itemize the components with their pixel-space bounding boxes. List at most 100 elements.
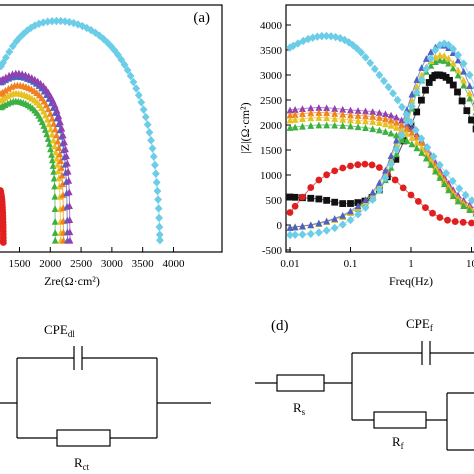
panel-b-data-point: [307, 184, 315, 191]
panel-b-data-point: [291, 106, 299, 113]
panel-b-data-point: [387, 121, 395, 129]
panel-a-data-point: [12, 37, 21, 46]
panel-b-data-point: [436, 56, 444, 64]
panel-a-x-ticks: 1500 2000 2500 3000 3500 4000: [8, 247, 185, 270]
panel-b-data-point: [286, 124, 294, 131]
panel-a-data-point: [66, 202, 73, 210]
panel-b-data-point: [331, 121, 339, 129]
panel-b-data-point: [454, 88, 461, 96]
panel-b-y-tick-label: 500: [266, 195, 283, 207]
panel-a-data-point: [56, 182, 63, 190]
panel-b-data-point: [418, 149, 426, 156]
panel-b-data-point: [466, 89, 474, 97]
panel-b-data-point: [413, 144, 421, 152]
panel-a-data-point: [47, 125, 55, 133]
panel-a-data-point: [8, 41, 17, 51]
panel-b-data-point: [460, 81, 468, 89]
panel-a-data-point: [65, 17, 74, 27]
panel-b-data-point: [362, 117, 369, 125]
panel-b-series-line: [289, 42, 474, 236]
panel-a-data-point: [55, 174, 63, 182]
panel-b-series: [286, 31, 474, 240]
panel-a-data-point: [59, 131, 67, 139]
panel-b-data-point: [339, 110, 347, 118]
panel-b-data-point: [362, 107, 369, 115]
panel-d-circuit: [255, 341, 474, 451]
panel-a-data-point: [155, 230, 164, 239]
panel-a-data-point: [59, 180, 66, 188]
panel-a-series-markers: [0, 16, 164, 245]
panel-b-data-point: [398, 121, 406, 129]
panel-b-data-point: [382, 120, 389, 128]
panel-b-data-point: [387, 152, 395, 159]
panel-b-data-point: [454, 71, 462, 79]
panel-b-data-point: [286, 111, 294, 119]
panel-b-data-point: [444, 40, 453, 50]
panel-b-y-tick-label: -500: [262, 245, 283, 257]
panel-a-data-point: [50, 119, 58, 127]
panel-b-data-point: [306, 229, 315, 239]
panel-b-data-point: [442, 168, 451, 178]
panel-a-data-point: [148, 144, 157, 153]
panel-a-data-point: [45, 88, 52, 96]
panel-a-data-point: [62, 145, 69, 153]
panel-b-data-point: [449, 81, 457, 89]
panel-b-data-point: [375, 179, 383, 186]
panel-b-data-point: [392, 136, 400, 144]
panel-a-x-tick-label: 1500: [8, 258, 31, 270]
panel-b-data-point: [307, 109, 315, 117]
panel-b-data-point: [451, 218, 459, 225]
panel-b-data-point: [422, 154, 430, 162]
panel-a-data-point: [51, 125, 59, 133]
panel-b-data-point: [380, 76, 388, 86]
panel-b-data-point: [339, 200, 347, 207]
panel-b-data-point: [408, 134, 416, 141]
panel-b-data-point: [369, 113, 377, 120]
panel-a-data-point: [152, 178, 161, 187]
panel-b-data-point: [392, 131, 400, 139]
panel-b-data-point: [286, 106, 294, 114]
panel-a-data-point: [65, 176, 73, 184]
panel-b-data-point: [411, 125, 420, 135]
panel-b-data-point: [412, 88, 421, 97]
panel-b-data-point: [459, 59, 468, 68]
panel-b-data-point: [408, 90, 416, 98]
panel-a-data-point: [54, 160, 62, 168]
panel-b-data-point: [461, 190, 470, 200]
panel-a-data-point: [132, 84, 141, 93]
panel-b-data-point: [445, 59, 453, 67]
panel-b-data-point: [454, 56, 462, 64]
panel-b-data-point: [392, 123, 400, 131]
panel-b-data-point: [354, 112, 362, 119]
panel-b-bode: 0.01 0.1 1 10 -500 0 500 1000 1500 2000 2500 3000 35…: [238, 4, 474, 288]
panel-b-data-point: [468, 219, 474, 227]
panel-a-data-point: [56, 16, 65, 26]
panel-a-x-tick-label: 3000: [101, 258, 124, 270]
panel-b-data-point: [431, 167, 439, 175]
panel-a-frame: [0, 4, 223, 253]
panel-a-data-point: [50, 136, 57, 144]
panel-b-data-point: [315, 121, 323, 129]
panel-b-data-point: [468, 196, 474, 205]
panel-b-data-point: [389, 89, 397, 98]
panel-a-series-markers: [0, 69, 74, 244]
panel-a-data-point: [51, 182, 58, 190]
panel-b-data-point: [347, 122, 354, 130]
panel-a-data-point: [0, 239, 7, 246]
panel-b-y-tick-label: 1000: [260, 170, 283, 182]
panel-b-data-point: [354, 199, 362, 206]
panel-b-data-point: [454, 197, 462, 205]
panel-b-data-point: [431, 45, 440, 55]
panel-b-data-point: [331, 115, 339, 122]
panel-a-data-point: [147, 136, 155, 145]
panel-b-y-axis-label: |Z|(Ω·cm²): [238, 102, 252, 153]
panel-d-label: (d): [271, 318, 289, 334]
panel-b-data-point: [286, 230, 294, 240]
panel-b-data-point: [436, 214, 444, 221]
panel-a-x-tick-label: 4000: [162, 258, 185, 270]
panel-b-data-point: [323, 171, 331, 179]
panel-b-data-point: [414, 197, 422, 205]
panel-b-data-point: [460, 67, 468, 75]
panel-b-data-point: [471, 85, 474, 90]
